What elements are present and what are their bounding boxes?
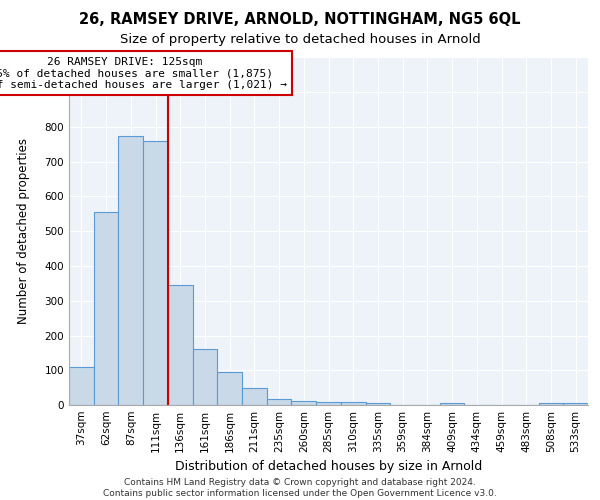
Bar <box>365 404 390 405</box>
X-axis label: Distribution of detached houses by size in Arnold: Distribution of detached houses by size … <box>175 460 482 473</box>
Bar <box>118 136 143 405</box>
Bar <box>217 372 242 405</box>
Y-axis label: Number of detached properties: Number of detached properties <box>17 138 29 324</box>
Bar <box>539 404 563 405</box>
Bar <box>242 388 267 405</box>
Bar <box>292 401 316 405</box>
Bar <box>94 212 118 405</box>
Bar <box>316 402 341 405</box>
Bar <box>563 404 588 405</box>
Text: Size of property relative to detached houses in Arnold: Size of property relative to detached ho… <box>119 32 481 46</box>
Bar <box>193 350 217 405</box>
Text: 26 RAMSEY DRIVE: 125sqm
← 65% of detached houses are smaller (1,875)
35% of semi: 26 RAMSEY DRIVE: 125sqm ← 65% of detache… <box>0 56 287 90</box>
Bar <box>440 404 464 405</box>
Bar <box>69 367 94 405</box>
Bar <box>341 402 365 405</box>
Text: Contains HM Land Registry data © Crown copyright and database right 2024.
Contai: Contains HM Land Registry data © Crown c… <box>103 478 497 498</box>
Bar <box>143 141 168 405</box>
Bar <box>267 398 292 405</box>
Bar <box>168 285 193 405</box>
Text: 26, RAMSEY DRIVE, ARNOLD, NOTTINGHAM, NG5 6QL: 26, RAMSEY DRIVE, ARNOLD, NOTTINGHAM, NG… <box>79 12 521 28</box>
